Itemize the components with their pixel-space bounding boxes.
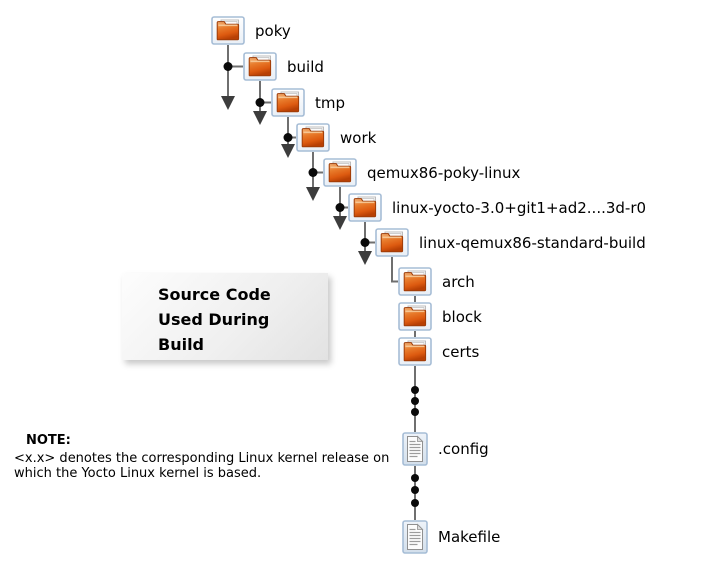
continuation-arrows	[221, 96, 372, 265]
document-icon	[402, 520, 428, 554]
tree-node-label: arch	[442, 272, 475, 291]
folder-icon	[375, 228, 409, 257]
folder-icon	[296, 123, 330, 152]
tree-node-label: build	[287, 57, 324, 76]
folder-icon	[348, 193, 382, 222]
tree-node-certs: certs	[398, 337, 479, 366]
tree-node-label: .config	[438, 440, 489, 458]
branch-dots	[223, 62, 370, 247]
ellipsis-dot	[411, 474, 419, 482]
note-label: NOTE:	[26, 433, 71, 448]
tree-node-qemux86-poky-linux: qemux86-poky-linux	[323, 158, 520, 187]
tree-node-linux-qemux86-standard-build: linux-qemux86-standard-build	[375, 228, 646, 257]
folder-icon	[398, 267, 432, 296]
tree-node-label: certs	[442, 342, 480, 361]
tree-node-label: linux-yocto-3.0+git1+ad2....3d-r0	[392, 198, 647, 217]
tree-node-config: .config	[402, 432, 489, 466]
tree-node-linux-yocto: linux-yocto-3.0+git1+ad2....3d-r0	[348, 193, 646, 222]
tree-node-block: block	[398, 302, 482, 331]
ellipsis-dot	[411, 397, 419, 405]
ellipsis-dot	[411, 499, 419, 507]
ellipsis-dot	[411, 408, 419, 416]
note: NOTE: <x.x> denotes the corresponding Li…	[14, 433, 389, 481]
folder-icon	[323, 158, 357, 187]
down-arrow-icon	[306, 187, 320, 201]
title-box: Source Code Used During Build	[122, 273, 328, 360]
tree-node-makefile: Makefile	[402, 520, 500, 554]
tree-node-work: work	[296, 123, 376, 152]
branch-dot	[335, 203, 345, 212]
ellipsis-dots	[411, 386, 419, 507]
down-arrow-icon	[253, 111, 267, 125]
document-icon	[402, 432, 428, 466]
down-arrow-icon	[333, 216, 347, 230]
tree-node-label: poky	[255, 21, 291, 40]
tree-node-label: work	[340, 128, 377, 147]
connector-standard-build-arch	[391, 257, 398, 283]
folder-icon	[211, 16, 245, 45]
note-body: <x.x> denotes the corresponding Linux ke…	[14, 451, 390, 481]
branch-dot	[255, 98, 265, 107]
ellipsis-dot	[411, 386, 419, 394]
branch-dot	[308, 168, 318, 177]
down-arrow-icon	[221, 96, 235, 110]
tree-node-label: block	[442, 307, 482, 326]
tree-node-label: linux-qemux86-standard-build	[419, 233, 646, 252]
tree-node-arch: arch	[398, 267, 475, 296]
folder-icon	[398, 302, 432, 331]
down-arrow-icon	[281, 144, 295, 158]
folder-icon	[398, 337, 432, 366]
title-box-text: Source Code Used During Build	[158, 285, 271, 354]
tree-node-label: Makefile	[438, 528, 501, 546]
tree-node-label: qemux86-poky-linux	[367, 163, 521, 182]
branch-dot	[283, 133, 293, 142]
down-arrow-icon	[358, 251, 372, 265]
tree-node-tmp: tmp	[271, 88, 345, 117]
branch-dot	[223, 62, 233, 71]
tree-node-poky: poky	[211, 16, 291, 45]
connector-poky-build	[227, 45, 243, 96]
ellipsis-dot	[411, 486, 419, 494]
folder-icon	[271, 88, 305, 117]
folder-icon	[243, 52, 277, 81]
branch-dot	[360, 238, 370, 247]
tree-node-label: tmp	[315, 93, 346, 112]
tree-node-build: build	[243, 52, 324, 81]
